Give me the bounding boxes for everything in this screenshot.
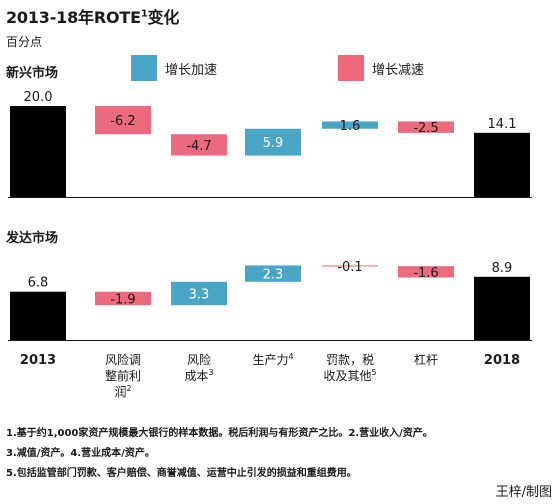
legend-decrease: 增长减速: [338, 55, 424, 81]
data-label-developed-3: 2.3: [263, 268, 284, 283]
bar-emerging-6: [474, 132, 530, 197]
bar-emerging-0: [10, 106, 66, 197]
chart-title: 2013-18年ROTE1变化: [6, 8, 180, 27]
data-label-developed-5: -1.6: [413, 266, 438, 281]
section-title-emerging: 新兴市场: [6, 66, 59, 81]
x-label-4-line-0: 罚款，税: [326, 353, 374, 367]
footnotes: 1.基于约1,000家资产规模最大银行的样本数据。税后利润与有形资产之比。2.营…: [6, 424, 433, 484]
legend-increase-swatch: [131, 55, 157, 81]
credit: 王梓/制图: [495, 485, 552, 500]
x-label-3-sup: 4: [288, 352, 293, 361]
legend-increase-label: 增长加速: [165, 62, 218, 78]
x-label-4-sup: 5: [371, 368, 376, 377]
x-label-4-line-1: 收及其他5: [323, 368, 376, 383]
waterfall-charts: 20.0 -6.2 -4.7 5.9 1.6 -2.5 14.1 6.8 -1.9 3.3 2.3 -…: [8, 90, 532, 399]
x-label-2-line-1: 成本3: [184, 368, 213, 383]
data-label-developed-0: 6.8: [28, 276, 49, 291]
bar-developed-3: [245, 265, 301, 282]
data-label-emerging-6: 14.1: [488, 117, 517, 132]
x-label-0-line-0: 2013: [20, 353, 56, 368]
bar-emerging-4: [322, 121, 378, 129]
x-label-1-line-2: 润2: [114, 384, 131, 399]
data-label-emerging-4: 1.6: [340, 119, 361, 134]
x-label-1-line-0: 风险调: [105, 352, 141, 367]
data-label-emerging-3: 5.9: [263, 136, 284, 151]
data-label-developed-2: 3.3: [189, 287, 210, 302]
data-label-emerging-2: -4.7: [186, 139, 211, 154]
x-label-6-line-0: 2018: [484, 353, 520, 368]
bar-developed-1: [95, 291, 151, 306]
bar-developed-4: [322, 265, 378, 267]
data-label-developed-4: -0.1: [337, 260, 362, 275]
bar-emerging-2: [171, 134, 227, 156]
x-label-2-sup: 3: [208, 368, 213, 377]
x-label-2-line-0: 风险: [187, 352, 211, 367]
footnote-1: 1.基于约1,000家资产规模最大银行的样本数据。税后利润与有形资产之比。2.营…: [6, 428, 433, 439]
x-label-3-line-0: 生产力4: [252, 352, 293, 367]
bar-emerging-3: [245, 128, 301, 156]
legend-increase: 增长加速: [131, 55, 217, 81]
bar-developed-0: [10, 291, 66, 340]
x-label-1-sup: 2: [126, 384, 131, 393]
bar-developed-6: [474, 276, 530, 340]
data-label-emerging-5: -2.5: [413, 121, 438, 136]
footnote-3: 5.包括监管部门罚款、客户赔偿、商誉减值、运营中止引发的损益和重组费用。: [6, 468, 357, 479]
x-label-1-line-1: 整前利: [105, 368, 141, 383]
section-title-developed: 发达市场: [6, 231, 59, 246]
data-label-emerging-1: -6.2: [110, 114, 135, 129]
data-label-developed-6: 8.9: [492, 261, 513, 276]
x-label-5-line-0: 杠杆: [414, 352, 438, 367]
chart-subtitle: 百分点: [6, 35, 43, 49]
legend-decrease-swatch: [338, 55, 364, 81]
data-label-developed-1: -1.9: [110, 292, 135, 307]
bar-developed-5: [398, 266, 454, 278]
legend-decrease-label: 增长减速: [372, 62, 425, 78]
bar-emerging-1: [95, 106, 151, 135]
data-label-emerging-0: 20.0: [24, 90, 53, 105]
bar-developed-2: [171, 281, 227, 306]
footnote-2: 3.减值/资产。4.营业成本/资产。: [6, 448, 155, 459]
bar-emerging-5: [398, 121, 454, 133]
